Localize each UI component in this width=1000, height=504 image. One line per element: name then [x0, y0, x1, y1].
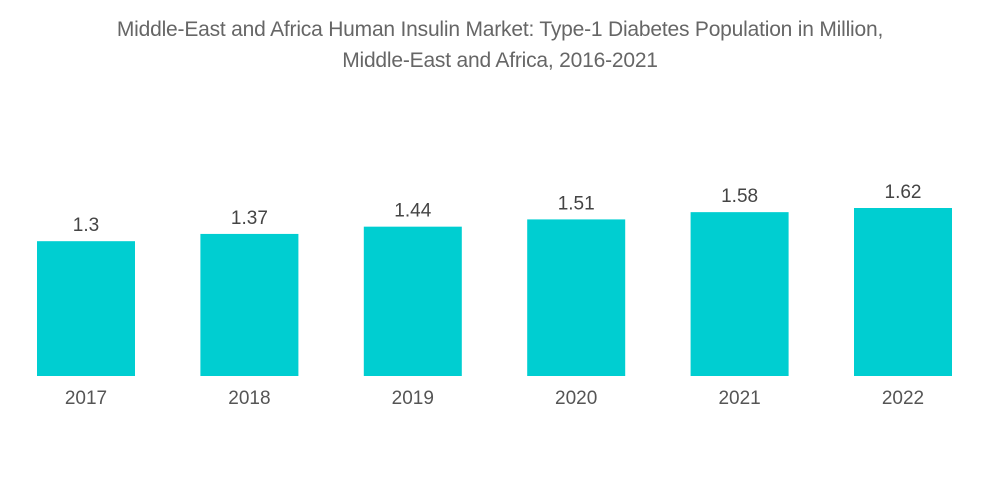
x-axis-ticks: 2017 2018 2019 2020 2021 2022 [65, 388, 924, 409]
chart-title-line-1: Middle-East and Africa Human Insulin Mar… [116, 18, 884, 41]
data-labels-group: 1.3 1.37 1.44 1.51 1.58 1.62 [73, 182, 922, 236]
data-label-2019: 1.44 [394, 201, 431, 222]
x-tick-2021: 2021 [718, 388, 760, 409]
x-tick-2019: 2019 [392, 388, 434, 409]
bar-2021 [690, 212, 789, 376]
data-label-2018: 1.37 [231, 208, 268, 229]
bars-group [37, 208, 952, 376]
x-tick-2018: 2018 [228, 388, 270, 409]
data-label-2020: 1.51 [558, 193, 595, 214]
chart-title-line-2: Middle-East and Africa, 2016-2021 [342, 49, 658, 72]
bar-2020 [527, 219, 626, 376]
x-tick-2020: 2020 [555, 388, 597, 409]
x-tick-2017: 2017 [65, 388, 107, 409]
x-tick-2022: 2022 [882, 388, 924, 409]
bar-2022 [854, 208, 952, 376]
data-label-2022: 1.62 [885, 182, 922, 203]
chart-title: Middle-East and Africa Human Insulin Mar… [0, 14, 1000, 76]
bar-2017 [37, 241, 135, 376]
bar-2019 [363, 226, 462, 376]
data-label-2021: 1.58 [721, 186, 758, 207]
bar-2018 [200, 233, 299, 376]
data-label-2017: 1.3 [73, 215, 99, 236]
